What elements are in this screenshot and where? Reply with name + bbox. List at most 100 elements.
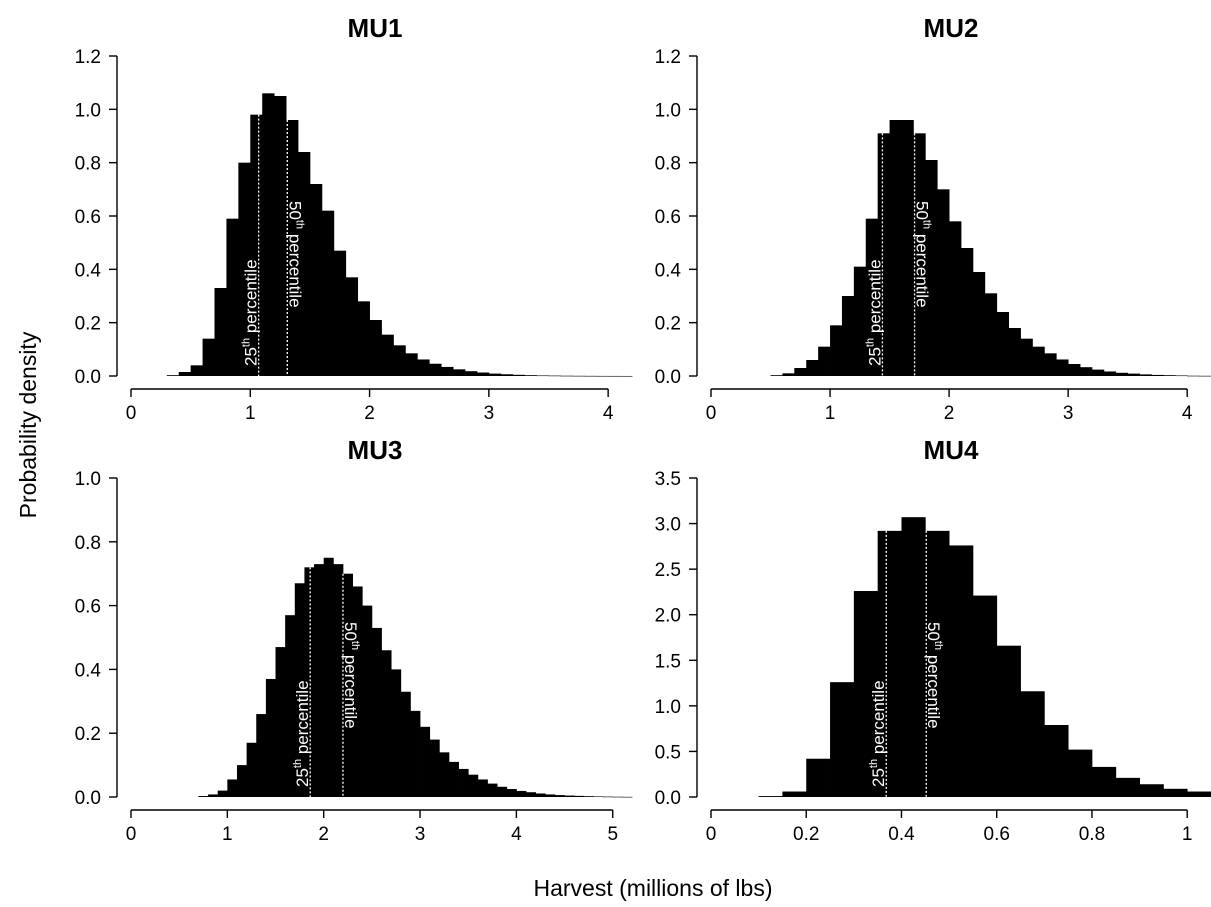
histogram-bar — [622, 796, 633, 798]
histogram-bar — [996, 312, 1010, 376]
histogram-bar — [391, 669, 402, 797]
histogram-bar — [830, 682, 855, 797]
x-tick-label: 0 — [126, 824, 137, 845]
y-tick-label: 0.8 — [655, 154, 681, 175]
y-tick-label: 0.4 — [75, 660, 102, 681]
histogram-bar — [583, 796, 594, 797]
histogram-bar — [925, 160, 938, 376]
histogram-bar — [441, 366, 454, 376]
y-tick-label: 0.6 — [75, 597, 101, 618]
histogram-bar — [889, 120, 902, 376]
histogram-bar — [314, 564, 325, 797]
histogram-bar — [1139, 784, 1164, 797]
percentile-25-label: 25th percentile — [241, 259, 262, 366]
histogram-bar — [420, 726, 431, 797]
histogram-bar — [236, 765, 248, 797]
histogram-bar — [526, 792, 537, 797]
histogram-bar — [274, 96, 287, 376]
y-tick-label: 0.2 — [655, 314, 681, 335]
histogram-bar — [1103, 371, 1117, 376]
y-tick-label: 0.6 — [655, 207, 681, 228]
histogram-bar — [410, 710, 421, 797]
histogram-bar — [275, 647, 286, 797]
histogram-bar — [477, 779, 488, 797]
y-tick-label: 0.6 — [75, 207, 101, 228]
panel-title: MU1 — [348, 13, 403, 43]
x-tick-label: 0.4 — [888, 824, 915, 845]
histogram-bar — [1115, 372, 1129, 376]
x-tick-label: 2 — [364, 403, 375, 424]
x-tick-label: 0.6 — [984, 824, 1010, 845]
percentile-25-label: 25th percentile — [864, 259, 885, 366]
histogram-bar — [612, 796, 623, 798]
y-tick-label: 0.0 — [655, 367, 681, 388]
histogram-bar — [265, 678, 276, 797]
histogram-bar — [535, 793, 546, 797]
histogram-bar — [256, 714, 267, 797]
histogram-bar — [352, 586, 363, 797]
histogram-bar — [357, 301, 370, 376]
histogram-bar — [1068, 749, 1093, 797]
histogram-bar — [830, 325, 843, 376]
histogram-bar — [1044, 353, 1057, 376]
histogram-bar — [1068, 364, 1081, 376]
histogram-bar — [429, 739, 440, 797]
histogram-bar — [984, 293, 998, 376]
histogram-bar — [1080, 367, 1093, 376]
histogram-bar — [853, 591, 879, 797]
histogram-bar — [1020, 691, 1045, 797]
histogram-bar — [285, 615, 296, 797]
y-tick-label: 2.0 — [655, 606, 681, 627]
percentile-50-label: 50th percentile — [912, 201, 933, 308]
histogram-bar — [1008, 328, 1021, 376]
histogram-bar — [1199, 375, 1211, 377]
y-axis-title: Probability density — [15, 331, 41, 518]
histogram-bar — [1091, 369, 1105, 376]
histogram-bar — [937, 189, 950, 376]
histogram-bar — [417, 359, 430, 376]
histogram-bar — [1163, 788, 1188, 797]
histogram-bar — [1115, 777, 1140, 797]
histogram-bar — [608, 375, 621, 377]
y-tick-label: 0.2 — [75, 724, 101, 745]
y-tick-label: 3.0 — [655, 515, 681, 536]
histogram-bar — [913, 133, 926, 376]
histogram-bar — [400, 691, 411, 797]
x-tick-label: 0 — [706, 403, 717, 424]
histogram-bar — [246, 742, 257, 797]
histogram-bar — [1056, 359, 1069, 376]
histogram-bar — [758, 796, 783, 797]
y-tick-label: 0.4 — [655, 260, 682, 281]
panel-title: MU4 — [924, 435, 979, 465]
x-tick-label: 1 — [245, 403, 256, 424]
panel-mu3: MU3 0.0 0.2 0.4 0.6 0.8 1.0 0 1 2 3 4 5 25th percenti… — [75, 435, 633, 845]
histogram-bar — [972, 595, 998, 797]
x-tick-label: 4 — [1182, 403, 1193, 424]
panel-title: MU2 — [924, 13, 979, 43]
histogram-bar — [286, 120, 299, 376]
histogram-bar — [294, 583, 305, 797]
histogram-bar — [497, 786, 508, 797]
y-tick-label: 0.0 — [75, 367, 101, 388]
histogram-bar — [572, 375, 585, 377]
histogram-bar — [1020, 338, 1033, 376]
histogram-bar — [371, 627, 382, 797]
x-tick-label: 0.2 — [793, 824, 819, 845]
x-tick-label: 3 — [484, 403, 495, 424]
histogram-bar — [342, 573, 353, 797]
y-tick-label: 0.4 — [75, 260, 102, 281]
y-tick-label: 1.0 — [75, 100, 101, 121]
x-tick-label: 2 — [944, 403, 955, 424]
histogram-bar — [1091, 766, 1117, 797]
x-tick-label: 2 — [318, 824, 329, 845]
y-tick-label: 1.0 — [75, 469, 101, 490]
y-tick-label: 0.2 — [75, 314, 101, 335]
histogram-bar — [1175, 375, 1188, 377]
histogram-bar — [333, 564, 344, 797]
histogram-bar — [1032, 346, 1045, 376]
histogram-bar — [1139, 374, 1152, 376]
histogram-bar — [877, 530, 902, 797]
x-tick-label: 1 — [825, 403, 836, 424]
histogram-bar — [190, 365, 203, 376]
